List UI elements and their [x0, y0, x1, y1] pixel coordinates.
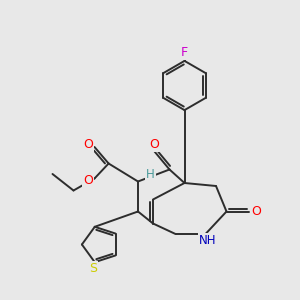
Text: O: O: [83, 137, 93, 151]
Text: S: S: [89, 262, 97, 275]
Text: F: F: [181, 46, 188, 59]
Text: O: O: [149, 138, 159, 152]
Text: H: H: [146, 167, 155, 181]
Text: NH: NH: [199, 234, 217, 247]
Text: O: O: [83, 173, 93, 187]
Text: O: O: [251, 205, 261, 218]
